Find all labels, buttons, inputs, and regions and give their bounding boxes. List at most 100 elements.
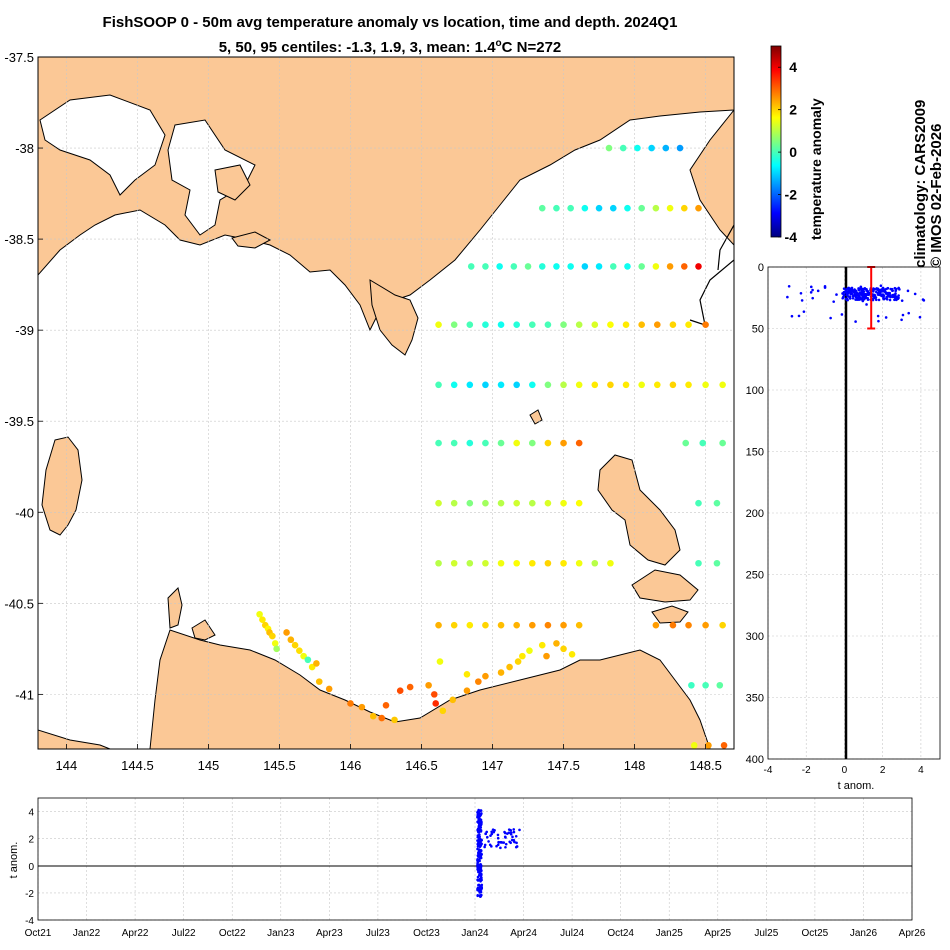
map-data-point <box>513 439 520 447</box>
depth-y-tick-label: 0 <box>758 262 764 274</box>
time-data-point <box>496 833 500 837</box>
map-y-tick-label: -40.5 <box>4 596 34 611</box>
map-track-point <box>325 685 333 693</box>
map-data-point <box>482 321 489 328</box>
map-y-tick-label: -38.5 <box>4 232 34 247</box>
depth-y-tick-label: 100 <box>746 385 764 397</box>
time-data-point <box>480 883 484 887</box>
map-data-point <box>497 321 505 328</box>
time-data-point <box>480 885 484 889</box>
map-track-point <box>287 636 295 644</box>
map-data-point <box>685 321 692 328</box>
depth-data-point <box>799 291 803 295</box>
map-data-point <box>702 381 709 389</box>
map-data-point <box>622 321 630 328</box>
time-data-point <box>511 835 514 839</box>
time-x-tick-label: Jan23 <box>267 928 295 939</box>
flinders-island <box>597 454 681 566</box>
time-data-point <box>479 844 483 847</box>
depth-data-point <box>790 314 794 318</box>
depth-data-point <box>906 289 910 293</box>
map-data-point <box>497 559 505 567</box>
port-phillip-bay <box>39 94 166 196</box>
depth-y-tick-label: 350 <box>746 693 764 705</box>
depth-data-point <box>886 286 890 290</box>
depth-data-point <box>848 297 852 300</box>
cape-barren-island <box>631 569 699 603</box>
time-data-point <box>478 886 482 890</box>
map-data-point <box>638 204 645 212</box>
map-data-point <box>482 559 489 567</box>
map-track-point <box>304 656 312 664</box>
colorbar-tick-label: 2 <box>789 102 797 118</box>
depth-data-point <box>861 299 865 303</box>
map-data-point <box>466 499 474 507</box>
map-track-point <box>568 651 576 658</box>
map-x-tick-label: 148.5 <box>689 758 722 773</box>
map-track-point <box>256 610 263 618</box>
time-data-point <box>479 876 483 879</box>
map-data-point <box>482 499 489 507</box>
map-data-point <box>560 499 567 507</box>
map-track-point <box>396 687 404 695</box>
chart-title: FishSOOP 0 - 50m avg temperature anomaly… <box>102 14 678 31</box>
map-data-point <box>669 321 677 328</box>
colorbar-tick-label: -2 <box>785 187 798 203</box>
depth-data-point <box>865 288 868 291</box>
map-data-point <box>669 621 677 629</box>
depth-data-point <box>879 284 883 288</box>
time-data-point <box>486 835 489 839</box>
map-data-point <box>609 204 617 212</box>
map-data-point <box>529 559 536 567</box>
time-data-point <box>477 820 481 823</box>
time-data-point <box>477 808 480 812</box>
time-data-point <box>483 843 487 847</box>
map-data-point <box>682 439 690 447</box>
map-data-point <box>529 439 536 447</box>
time-x-tick-label: Oct25 <box>802 928 829 939</box>
time-data-point <box>504 842 508 846</box>
depth-data-point <box>835 293 838 296</box>
depth-data-point <box>894 297 897 300</box>
colorbar-tick-label: 0 <box>789 144 797 160</box>
map-data-point <box>450 499 458 507</box>
time-data-point <box>487 840 490 843</box>
time-data-point <box>476 860 480 864</box>
map-track-point <box>514 658 522 665</box>
map-data-point <box>591 381 599 389</box>
french-island <box>214 164 251 201</box>
depth-y-ticks: 0 50 100 150 200 250 300 350 400 <box>746 262 764 766</box>
map-track-point <box>259 616 266 624</box>
hunter-island <box>167 587 183 629</box>
depth-y-tick-label: 150 <box>746 447 764 459</box>
time-y-tick-label: 2 <box>28 835 34 846</box>
time-data-point <box>478 814 482 818</box>
time-data-point <box>479 828 483 832</box>
depth-data-point <box>888 291 892 295</box>
map-x-tick-label: 146 <box>340 758 362 773</box>
phillip-island <box>231 231 272 249</box>
depth-data-point <box>863 287 866 291</box>
depth-data-point <box>845 294 849 297</box>
depth-data-point <box>859 291 862 295</box>
depth-data-point <box>877 298 881 302</box>
time-data-point <box>476 894 480 898</box>
depth-y-tick-label: 250 <box>746 570 764 582</box>
depth-x-tick-label: -2 <box>802 765 811 776</box>
depth-data-point <box>846 290 850 294</box>
depth-data-points <box>786 284 926 323</box>
depth-data-point <box>854 320 857 323</box>
map-x-tick-label: 146.5 <box>405 758 438 773</box>
map-data-point <box>716 681 724 689</box>
time-data-point <box>476 829 480 833</box>
map-data-point <box>435 381 442 389</box>
time-data-point <box>479 852 483 856</box>
map-track-point <box>497 669 505 676</box>
depth-data-point <box>832 300 835 303</box>
map-x-tick-label: 147.5 <box>547 758 580 773</box>
map-data-point <box>513 621 520 629</box>
time-data-point <box>476 863 479 867</box>
map-data-point <box>524 263 532 270</box>
map-x-ticks: 144 144.5 145 145.5 146 146.5 147 147.5 148 148.5 <box>56 744 722 773</box>
time-data-point <box>477 868 481 871</box>
